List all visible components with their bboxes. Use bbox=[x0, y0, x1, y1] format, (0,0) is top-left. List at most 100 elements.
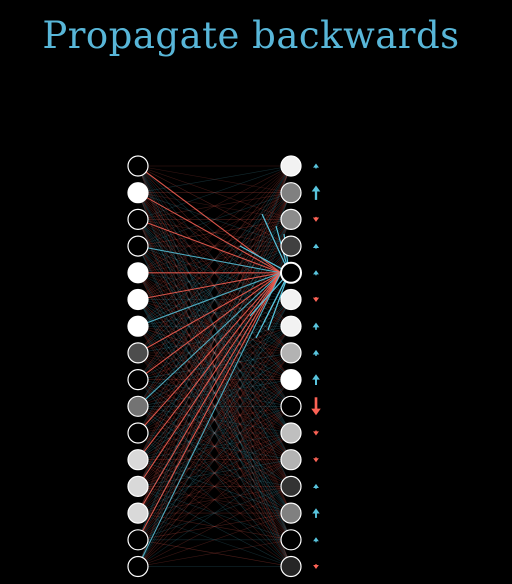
connection bbox=[137, 432, 292, 541]
nudge-line bbox=[239, 245, 290, 274]
connection bbox=[137, 325, 292, 354]
connection bbox=[137, 432, 292, 567]
connection bbox=[137, 406, 292, 487]
focus-connection bbox=[137, 272, 282, 301]
focus-connection bbox=[137, 245, 282, 274]
connection bbox=[137, 432, 292, 514]
connection bbox=[137, 165, 292, 487]
connection bbox=[137, 219, 292, 460]
connection bbox=[137, 459, 292, 541]
connection bbox=[137, 165, 292, 460]
connection bbox=[137, 352, 292, 487]
connection bbox=[137, 299, 292, 487]
connection bbox=[137, 192, 292, 247]
nudge-line bbox=[267, 272, 290, 331]
connection bbox=[137, 245, 292, 434]
connection bbox=[137, 352, 292, 407]
connection bbox=[137, 326, 292, 514]
connection bbox=[137, 325, 292, 354]
connection bbox=[137, 192, 292, 327]
connection bbox=[137, 219, 292, 274]
connection bbox=[137, 192, 292, 514]
connection bbox=[137, 165, 292, 407]
connection bbox=[137, 352, 292, 540]
connection bbox=[137, 459, 292, 514]
connection bbox=[137, 352, 292, 567]
connection bbox=[137, 299, 292, 540]
focus-connection bbox=[137, 218, 282, 274]
connection bbox=[137, 245, 292, 274]
connection bbox=[137, 192, 292, 460]
connection bbox=[137, 432, 292, 487]
connection bbox=[137, 272, 292, 567]
connection bbox=[137, 192, 292, 274]
up-arrow-icon bbox=[312, 322, 320, 330]
neuron bbox=[280, 208, 302, 230]
connection bbox=[137, 352, 292, 514]
connection bbox=[137, 352, 292, 487]
down-arrow-icon bbox=[312, 297, 320, 302]
title: Propagate backwards bbox=[42, 14, 460, 57]
connection bbox=[137, 406, 292, 434]
connection bbox=[137, 219, 292, 354]
focus-connection bbox=[137, 272, 282, 327]
connection bbox=[137, 406, 292, 514]
connection bbox=[137, 192, 292, 380]
connection bbox=[137, 512, 292, 541]
neuron bbox=[280, 315, 302, 337]
connection bbox=[137, 299, 292, 487]
down-arrow-icon bbox=[312, 216, 320, 222]
connection bbox=[137, 406, 292, 460]
connection bbox=[137, 245, 292, 327]
connection bbox=[137, 325, 292, 434]
connection bbox=[137, 326, 292, 540]
connection bbox=[137, 299, 292, 460]
neuron bbox=[127, 529, 149, 551]
connection bbox=[137, 459, 292, 514]
connection bbox=[137, 379, 292, 460]
connection bbox=[137, 245, 292, 380]
connection bbox=[137, 245, 292, 487]
connection bbox=[137, 406, 292, 567]
connection bbox=[137, 379, 292, 567]
connection bbox=[137, 245, 292, 567]
connection bbox=[137, 326, 292, 514]
connection bbox=[137, 219, 292, 300]
neuron bbox=[127, 502, 149, 524]
nudge-line bbox=[249, 272, 290, 317]
connection bbox=[137, 432, 292, 567]
connection bbox=[137, 379, 292, 460]
neuron bbox=[127, 369, 149, 391]
neuron bbox=[127, 342, 149, 364]
up-arrow-icon bbox=[311, 185, 321, 200]
focus-connection bbox=[137, 272, 282, 434]
connection bbox=[137, 486, 292, 541]
connection bbox=[137, 165, 292, 300]
connection bbox=[137, 192, 292, 407]
up-arrow-icon bbox=[313, 483, 319, 489]
connection bbox=[137, 299, 292, 380]
neuron bbox=[127, 475, 149, 497]
desired-nudges bbox=[311, 163, 321, 569]
connection bbox=[137, 192, 292, 567]
connection bbox=[137, 192, 292, 247]
connection bbox=[137, 299, 292, 380]
connection bbox=[137, 352, 292, 460]
neuron bbox=[127, 208, 149, 230]
connection bbox=[137, 432, 292, 460]
focus-connection bbox=[137, 272, 282, 514]
connection bbox=[137, 379, 292, 514]
down-arrow-icon bbox=[313, 457, 319, 463]
connection bbox=[137, 379, 292, 487]
focus-connection bbox=[137, 272, 282, 407]
connection bbox=[137, 352, 292, 540]
connection bbox=[137, 165, 292, 540]
down-arrow-icon bbox=[313, 564, 319, 569]
connection bbox=[137, 379, 292, 567]
connection bbox=[137, 245, 292, 434]
connection bbox=[137, 219, 292, 567]
connection bbox=[137, 165, 292, 540]
connection bbox=[137, 325, 292, 487]
connection bbox=[137, 219, 292, 407]
connection bbox=[137, 192, 292, 407]
